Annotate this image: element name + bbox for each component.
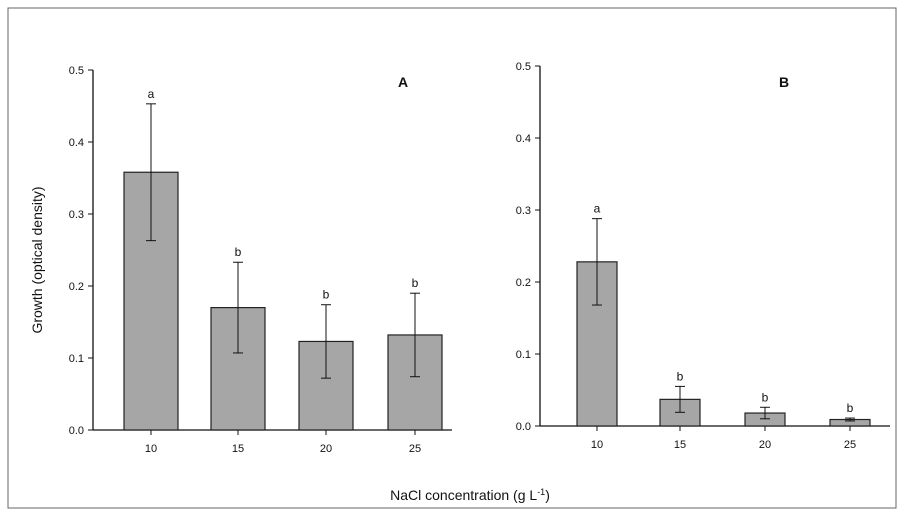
panel-a-significance-letter: b: [235, 245, 242, 259]
panel-b-x-tick-label: 20: [759, 439, 771, 451]
panel-a: 0.0 0.1 0.2 0.3 0.4 0.5 a 10 b 15 b 20 b 25 A: [69, 65, 452, 455]
panel-a-x-tick-label: 15: [232, 443, 244, 455]
panel-a-y-tick-label: 0.0: [69, 425, 84, 437]
panel-a-significance-letter: b: [323, 288, 330, 302]
panel-b-label: B: [779, 74, 789, 90]
panel-b-x-tick-label: 25: [844, 439, 856, 451]
x-axis-label: NaCl concentration (g L-1): [390, 487, 550, 503]
x-axis-label-superscript: -1: [537, 487, 545, 497]
panel-b-significance-letter: a: [594, 202, 601, 216]
panel-b-x-tick-label: 15: [674, 439, 686, 451]
panel-b-significance-letter: b: [847, 401, 854, 415]
panel-a-significance-letter: b: [412, 276, 419, 290]
panel-b-y-tick-label: 0.2: [516, 277, 531, 289]
panel-a-x-tick-label: 20: [320, 443, 332, 455]
panel-a-y-tick-label: 0.4: [69, 137, 84, 149]
panel-a-x-tick-label: 10: [145, 443, 157, 455]
panel-a-y-tick-label: 0.5: [69, 65, 84, 77]
x-axis-label-main: NaCl concentration (g L: [390, 487, 537, 503]
panel-a-label: A: [398, 74, 408, 90]
panel-a-significance-letter: a: [148, 87, 155, 101]
panel-a-x-tick-label: 25: [409, 443, 421, 455]
panel-a-y-tick-label: 0.2: [69, 281, 84, 293]
panel-b-y-tick-label: 0.3: [516, 205, 531, 217]
panel-b: 0.0 0.1 0.2 0.3 0.4 0.5 a 10 b 15 b 20 b 25 B: [516, 61, 890, 451]
x-axis-label-close: ): [545, 487, 550, 503]
panel-b-y-tick-label: 0.1: [516, 349, 531, 361]
panel-b-x-tick-label: 10: [591, 439, 603, 451]
panel-b-significance-letter: b: [762, 390, 769, 404]
panel-b-y-tick-label: 0.0: [516, 421, 531, 433]
panel-b-y-tick-label: 0.4: [516, 133, 531, 145]
panel-b-y-tick-label: 0.5: [516, 61, 531, 73]
panel-a-y-tick-label: 0.3: [69, 209, 84, 221]
panel-b-significance-letter: b: [677, 369, 684, 383]
panel-a-y-tick-label: 0.1: [69, 353, 84, 365]
y-axis-label: Growth (optical density): [29, 186, 45, 333]
